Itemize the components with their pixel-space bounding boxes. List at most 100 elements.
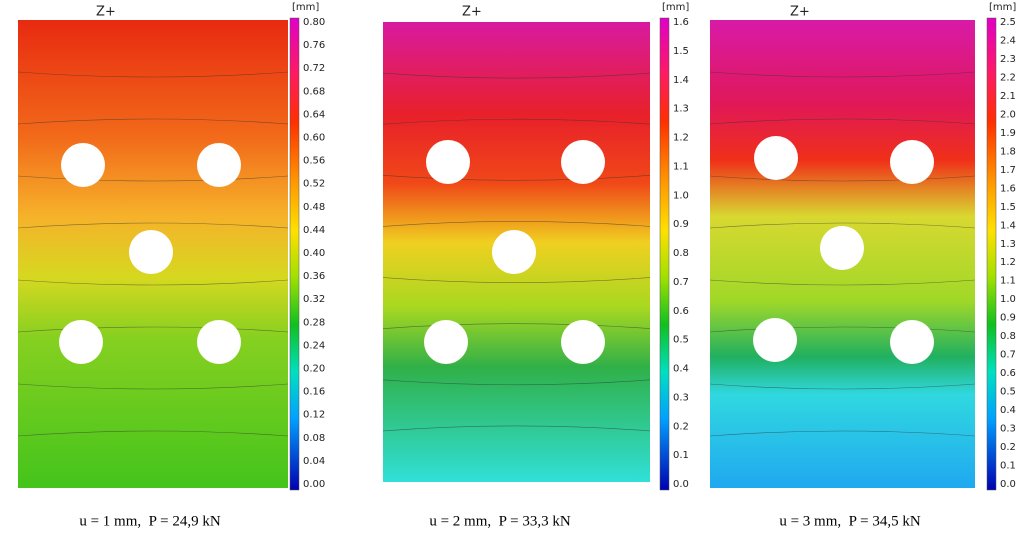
hole <box>561 320 605 364</box>
scale-label: 1.2 <box>1000 257 1016 268</box>
hole <box>890 320 934 364</box>
contour-line <box>709 71 976 78</box>
scale-label: 1.5 <box>1000 202 1016 213</box>
scale-label: 0.00 <box>303 479 325 490</box>
hole <box>129 230 173 274</box>
scale-label: 0.28 <box>303 317 325 328</box>
view-label: Z+ <box>462 5 482 20</box>
scale-label: 0.7 <box>673 277 689 288</box>
scale-label: 0.40 <box>303 248 325 259</box>
scale-label: 1.6 <box>673 17 689 28</box>
scale-label: 0.9 <box>673 219 689 230</box>
hole <box>492 230 536 274</box>
scale-label: 0.20 <box>303 364 325 375</box>
scale-label: 0.60 <box>303 133 325 144</box>
scale-label: 0.32 <box>303 294 325 305</box>
scale-label: 1.3 <box>673 104 689 115</box>
scale-label: 1.0 <box>1000 294 1016 305</box>
scale-label: 0.3 <box>1000 424 1016 435</box>
hole <box>890 140 934 184</box>
scale-label: 0.6 <box>1000 368 1016 379</box>
contour-line <box>709 326 976 333</box>
scale-label: 0.48 <box>303 202 325 213</box>
scale-label: 1.9 <box>1000 128 1016 139</box>
contour-line <box>382 72 651 79</box>
hole <box>59 320 103 364</box>
color-bar <box>986 17 997 491</box>
hole <box>561 140 605 184</box>
scale-label: 0.8 <box>673 248 689 259</box>
scale-label: 0.64 <box>303 109 325 120</box>
contour-line <box>382 221 651 227</box>
hole <box>426 140 470 184</box>
scale-label: 0.5 <box>673 335 689 346</box>
contour-line <box>382 277 651 283</box>
scale-label: 1.6 <box>1000 183 1016 194</box>
contour-line <box>382 379 651 386</box>
color-bar <box>659 17 670 491</box>
scale-label: 0.04 <box>303 456 325 467</box>
scale-label: 1.1 <box>673 161 689 172</box>
scale-label: 2.1 <box>1000 91 1016 102</box>
contour-line <box>17 222 289 229</box>
view-label: Z+ <box>96 5 116 20</box>
scale-label: 1.8 <box>1000 146 1016 157</box>
scale-label: 0.3 <box>673 392 689 403</box>
scale-label: 0.72 <box>303 63 325 74</box>
color-bar <box>289 17 300 491</box>
caption: u = 3 mm, P = 34,5 kN <box>779 513 921 529</box>
scale-label: 1.2 <box>673 133 689 144</box>
scale-label: 0.9 <box>1000 313 1016 324</box>
view-label: Z+ <box>790 5 810 20</box>
contour-line <box>382 175 651 181</box>
scale-label: 1.4 <box>1000 220 1016 231</box>
scale-label: 1.7 <box>1000 165 1016 176</box>
contour-line <box>17 326 289 333</box>
contour-line <box>709 175 976 182</box>
scale-label: 0.7 <box>1000 350 1016 361</box>
contour-line <box>17 383 289 390</box>
unit-label: [mm] <box>292 2 319 13</box>
scale-label: 0.52 <box>303 179 325 190</box>
hole <box>820 226 864 270</box>
scale-label: 0.1 <box>1000 461 1016 472</box>
contour-line <box>709 118 976 125</box>
scale-label: 0.2 <box>673 421 689 432</box>
scale-label: 2.2 <box>1000 72 1016 83</box>
scale-label: 2.4 <box>1000 35 1016 46</box>
hole <box>197 320 241 364</box>
scale-label: 0.08 <box>303 433 325 444</box>
scale-label: 0.44 <box>303 225 325 236</box>
contour-line <box>709 383 976 390</box>
scale-label: 0.4 <box>673 364 689 375</box>
contour-line <box>17 430 289 437</box>
scale-label: 1.3 <box>1000 239 1016 250</box>
scale-label: 1.1 <box>1000 276 1016 287</box>
scale-label: 0.76 <box>303 40 325 51</box>
hole <box>197 143 241 187</box>
scale-label: 0.36 <box>303 271 325 282</box>
contour-line <box>382 425 651 432</box>
caption: u = 1 mm, P = 24,9 kN <box>79 513 221 529</box>
contour-line <box>17 175 289 182</box>
scale-label: 0.8 <box>1000 331 1016 342</box>
caption: u = 2 mm, P = 33,3 kN <box>429 513 571 529</box>
contour-line <box>709 279 976 286</box>
unit-label: [mm] <box>662 2 689 13</box>
hole <box>753 318 797 362</box>
scale-label: 0.56 <box>303 156 325 167</box>
contour-line <box>17 118 289 125</box>
scale-label: 0.1 <box>673 450 689 461</box>
scale-label: 0.4 <box>1000 405 1016 416</box>
scale-label: 0.5 <box>1000 387 1016 398</box>
scale-label: 0.0 <box>1000 479 1016 490</box>
hole <box>754 136 798 180</box>
scale-label: 0.6 <box>673 306 689 317</box>
scale-label: 0.68 <box>303 86 325 97</box>
scale-label: 1.0 <box>673 190 689 201</box>
contour-line <box>709 430 976 437</box>
hole <box>424 320 468 364</box>
scale-label: 0.16 <box>303 387 325 398</box>
scale-label: 1.4 <box>673 75 689 86</box>
